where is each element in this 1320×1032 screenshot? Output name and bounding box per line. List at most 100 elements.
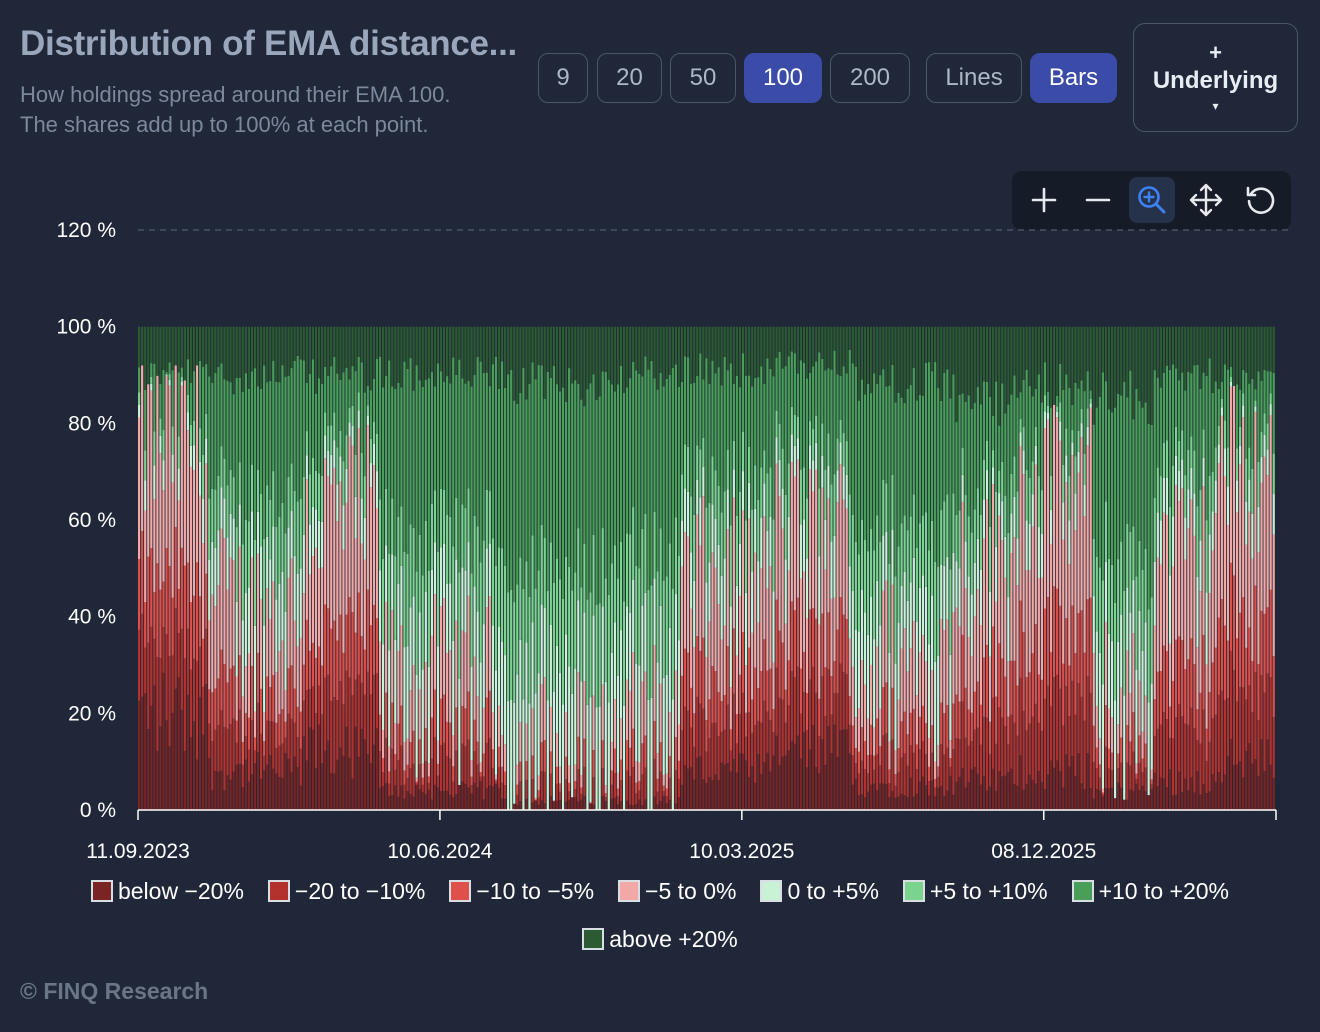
bar-segment bbox=[1159, 326, 1162, 388]
bar-segment bbox=[531, 779, 534, 803]
legend-item[interactable]: −5 to 0% bbox=[618, 876, 736, 906]
bar-segment bbox=[232, 518, 235, 561]
bar-segment bbox=[839, 442, 842, 465]
zoom-out-icon[interactable] bbox=[1075, 177, 1121, 223]
chart-legend: below −20% −20 to −10% −10 to −5% −5 to 0% 0… bbox=[40, 876, 1280, 954]
bar-segment bbox=[860, 519, 864, 590]
stacked-bar-chart[interactable]: 0 %20 %40 %60 %80 %100 %120 % 11.09.2023… bbox=[0, 0, 1320, 870]
bar-segment bbox=[427, 776, 430, 784]
zoom-select-icon[interactable] bbox=[1129, 177, 1175, 223]
bar-segment bbox=[150, 626, 153, 706]
bar-segment bbox=[787, 705, 790, 751]
bar-segment bbox=[949, 654, 952, 741]
bar-segment bbox=[876, 515, 879, 581]
ema-200-button[interactable]: 200 bbox=[830, 53, 910, 103]
bar-segment bbox=[1013, 784, 1016, 810]
y-tick-label: 100 % bbox=[56, 316, 116, 339]
bar-segment bbox=[799, 326, 803, 361]
bar-segment bbox=[1150, 683, 1153, 770]
bar-segment bbox=[665, 803, 668, 810]
bar-segment bbox=[226, 537, 229, 590]
bar-segment bbox=[848, 349, 851, 495]
bar-segment bbox=[1138, 326, 1141, 402]
bar-segment bbox=[1239, 612, 1242, 687]
pan-icon[interactable] bbox=[1183, 177, 1229, 223]
ema-100-button[interactable]: 100 bbox=[744, 53, 822, 103]
bar-segment bbox=[1046, 412, 1050, 420]
bar-segment bbox=[635, 804, 638, 810]
bar-segment bbox=[424, 794, 427, 810]
bar-segment bbox=[1226, 755, 1230, 810]
bar-segment bbox=[568, 791, 571, 800]
bar-segment bbox=[973, 729, 976, 768]
bar-segment bbox=[357, 592, 360, 675]
bar-segment bbox=[223, 538, 226, 665]
bar-segment bbox=[644, 735, 647, 768]
bar-segment bbox=[894, 663, 897, 751]
bar-segment bbox=[214, 688, 217, 730]
bar-segment bbox=[955, 781, 958, 810]
bar-segment bbox=[504, 655, 507, 745]
legend-item[interactable]: −20 to −10% bbox=[267, 876, 425, 906]
bar-segment bbox=[147, 326, 150, 385]
legend-swatch bbox=[267, 880, 290, 902]
bar-segment bbox=[894, 785, 897, 798]
bars-view-button[interactable]: Bars bbox=[1030, 53, 1117, 103]
bar-segment bbox=[150, 390, 153, 549]
bar-segment bbox=[138, 629, 141, 701]
bar-segment bbox=[504, 566, 507, 656]
legend-item[interactable]: 0 to +5% bbox=[760, 876, 879, 906]
bar-segment bbox=[1156, 557, 1159, 672]
bar-segment bbox=[253, 368, 257, 540]
legend-item[interactable]: −10 to −5% bbox=[449, 876, 594, 906]
ema-20-button[interactable]: 20 bbox=[597, 53, 662, 103]
bar-segment bbox=[479, 781, 482, 810]
bar-segment bbox=[629, 378, 632, 535]
bar-segment bbox=[827, 466, 830, 499]
bar-segment bbox=[497, 746, 501, 768]
bar-segment bbox=[699, 353, 702, 450]
bar-segment bbox=[1147, 326, 1150, 424]
underlying-dropdown[interactable]: + Underlying ▾ bbox=[1133, 23, 1298, 132]
bar-segment bbox=[1168, 706, 1172, 738]
reset-icon[interactable] bbox=[1237, 177, 1283, 223]
zoom-in-icon[interactable] bbox=[1021, 177, 1067, 223]
bar-segment bbox=[214, 606, 217, 689]
bar-segment bbox=[168, 566, 171, 657]
bar-segment bbox=[873, 769, 876, 784]
bar-segment bbox=[1107, 748, 1111, 769]
bar-segment bbox=[1263, 771, 1266, 810]
legend-item[interactable]: above +20% bbox=[582, 924, 738, 954]
bar-segment bbox=[723, 625, 726, 696]
bar-segment bbox=[500, 766, 504, 783]
bar-segment bbox=[940, 785, 943, 810]
ema-9-button[interactable]: 9 bbox=[538, 53, 588, 103]
legend-item[interactable]: below −20% bbox=[90, 876, 244, 906]
bar-segment bbox=[879, 326, 882, 376]
bar-segment bbox=[683, 488, 687, 533]
legend-item[interactable]: +10 to +20% bbox=[1071, 876, 1229, 906]
bar-segment bbox=[272, 360, 275, 472]
bar-segment bbox=[683, 706, 687, 765]
bar-segment bbox=[351, 425, 354, 446]
bar-segment bbox=[924, 586, 928, 662]
bar-segment bbox=[1245, 647, 1248, 700]
bar-segment bbox=[470, 326, 473, 387]
bar-segment bbox=[177, 500, 180, 589]
ema-50-button[interactable]: 50 bbox=[670, 53, 736, 103]
bar-segment bbox=[418, 739, 421, 765]
bar-segment bbox=[885, 682, 888, 734]
bar-segment bbox=[790, 326, 793, 352]
bar-segment bbox=[866, 326, 870, 384]
bar-segment bbox=[903, 711, 906, 754]
bar-segment bbox=[162, 430, 165, 461]
bar-segment bbox=[915, 695, 918, 745]
legend-item[interactable]: +5 to +10% bbox=[902, 876, 1048, 906]
bar-segment bbox=[738, 543, 742, 597]
bar-segment bbox=[1037, 770, 1040, 810]
bar-segment bbox=[1165, 787, 1169, 810]
lines-view-button[interactable]: Lines bbox=[926, 53, 1022, 103]
bar-segment bbox=[1153, 735, 1156, 773]
bar-segment bbox=[540, 684, 543, 743]
legend-label: −5 to 0% bbox=[645, 877, 737, 904]
